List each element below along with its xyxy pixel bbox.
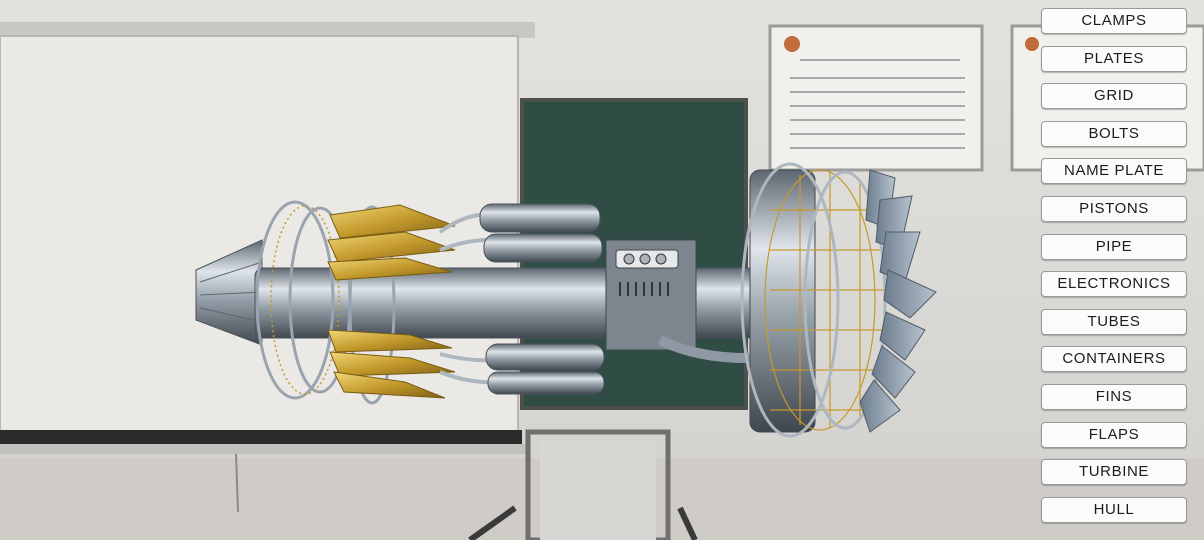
flaps-button[interactable]: FLAPS — [1041, 421, 1187, 448]
clamps-button[interactable]: CLAMPS — [1041, 8, 1187, 34]
pipe-button[interactable]: PIPE — [1041, 233, 1187, 260]
containers-button[interactable]: CONTAINERS — [1041, 346, 1187, 373]
tubes-button[interactable]: TUBES — [1041, 308, 1187, 335]
turbine-button[interactable]: TURBINE — [1041, 459, 1187, 486]
pistons-button[interactable]: PISTONS — [1041, 195, 1187, 222]
jet-engine-model[interactable] — [195, 162, 937, 438]
name-plate-button[interactable]: NAME PLATE — [1041, 158, 1187, 185]
parts-panel: CLAMPS PLATES GRID BOLTS NAME PLATE PIST… — [1041, 8, 1187, 534]
fins-button[interactable]: FINS — [1041, 383, 1187, 410]
hull-button[interactable]: HULL — [1041, 496, 1187, 523]
grid-button[interactable]: GRID — [1041, 83, 1187, 110]
electronics-button[interactable]: ELECTRONICS — [1041, 271, 1187, 298]
bolts-button[interactable]: BOLTS — [1041, 120, 1187, 147]
plates-button[interactable]: PLATES — [1041, 45, 1187, 72]
